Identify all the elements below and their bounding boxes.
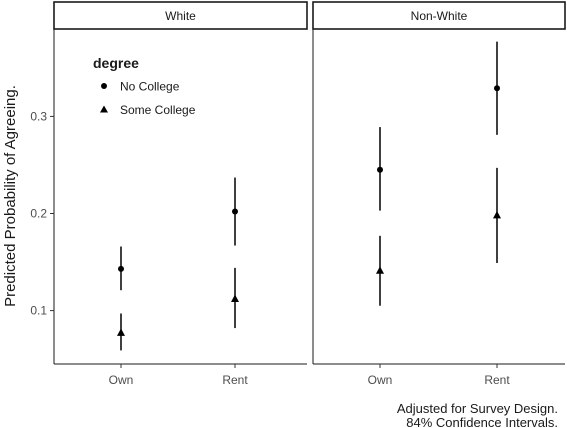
x-tick-label: Rent bbox=[484, 373, 510, 387]
strip-white-box bbox=[53, 1, 308, 30]
legend-label-no-college: No College bbox=[120, 80, 180, 94]
x-tick-label: Own bbox=[109, 373, 134, 387]
x-tick-label: Own bbox=[368, 373, 393, 387]
point-some-college-non-white-own bbox=[376, 266, 384, 274]
point-no-college-white-rent bbox=[232, 208, 238, 215]
data-marks bbox=[117, 41, 501, 351]
point-some-college-non-white-rent bbox=[493, 210, 501, 219]
caption-line-1: Adjusted for Survey Design. bbox=[397, 401, 558, 416]
point-no-college-non-white-own bbox=[377, 166, 383, 173]
legend-key-no-college bbox=[101, 83, 107, 89]
caption-line-2: 84% Confidence Intervals. bbox=[406, 415, 558, 428]
point-no-college-non-white-rent bbox=[494, 85, 500, 92]
y-axis: 0.1 0.2 0.3 bbox=[30, 109, 54, 318]
x-axis: Own Rent Own Rent bbox=[109, 364, 510, 387]
y-tick-label: 0.1 bbox=[30, 304, 47, 318]
y-axis-title: Predicted Probability of Agreeing. bbox=[2, 85, 19, 307]
facet-strips: White Non-White bbox=[53, 1, 566, 30]
legend-title: degree bbox=[93, 55, 139, 71]
panel-frames bbox=[53, 29, 565, 365]
y-tick-label: 0.3 bbox=[30, 109, 47, 123]
strip-nonwhite-box bbox=[312, 1, 566, 30]
x-tick-label: Rent bbox=[222, 373, 248, 387]
legend: degree No College Some College bbox=[93, 55, 196, 117]
strip-white-label: White bbox=[165, 9, 196, 23]
legend-key-some-college bbox=[100, 105, 108, 113]
strip-nonwhite-label: Non-White bbox=[411, 9, 468, 23]
point-some-college-white-rent bbox=[231, 294, 239, 302]
point-no-college-white-own bbox=[118, 265, 124, 272]
legend-label-some-college: Some College bbox=[120, 103, 196, 117]
y-tick-label: 0.2 bbox=[30, 206, 47, 220]
point-some-college-white-own bbox=[117, 328, 125, 336]
